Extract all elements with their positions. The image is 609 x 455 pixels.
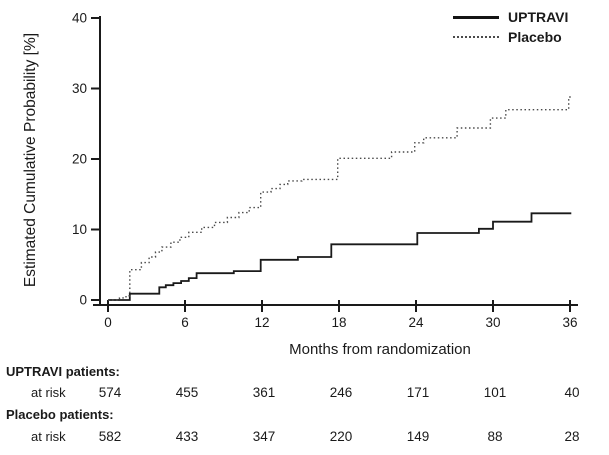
risk-row-label: at risk [31, 429, 66, 444]
x-tick-label: 12 [254, 315, 269, 330]
risk-row-label: at risk [31, 385, 66, 400]
risk-count: 101 [483, 385, 507, 400]
solid-line-swatch-icon [453, 15, 499, 19]
x-tick-label: 18 [331, 315, 346, 330]
risk-count: 246 [329, 385, 353, 400]
risk-count: 88 [487, 429, 503, 444]
y-tick-label: 40 [72, 11, 87, 26]
x-tick-label: 6 [181, 315, 189, 330]
dotted-line-swatch-icon [453, 36, 499, 38]
legend-label-placebo: Placebo [508, 29, 562, 45]
risk-count: 40 [564, 385, 580, 400]
risk-group-label: UPTRAVI patients: [6, 364, 120, 379]
y-tick-label: 0 [79, 293, 87, 308]
risk-count: 347 [252, 429, 276, 444]
series-placebo-curve [108, 96, 573, 301]
legend-item-uptravi: UPTRAVI [453, 7, 568, 27]
risk-count: 582 [98, 429, 122, 444]
x-tick-label: 24 [408, 315, 424, 330]
risk-count: 220 [329, 429, 353, 444]
legend: UPTRAVI Placebo [453, 7, 568, 47]
x-tick-label: 30 [485, 315, 500, 330]
risk-count: 574 [98, 385, 122, 400]
legend-item-placebo: Placebo [453, 27, 568, 47]
risk-count: 171 [406, 385, 430, 400]
risk-count: 361 [252, 385, 276, 400]
series-uptravi-curve [108, 212, 572, 301]
y-tick-label: 30 [72, 81, 87, 96]
risk-count: 149 [406, 429, 430, 444]
legend-label-uptravi: UPTRAVI [508, 9, 569, 25]
y-tick-label: 10 [72, 222, 87, 237]
risk-group-label: Placebo patients: [6, 407, 114, 422]
y-axis-label: Estimated Cumulative Probability [%] [22, 32, 39, 288]
y-tick-label: 20 [72, 152, 87, 167]
risk-count: 433 [175, 429, 199, 444]
risk-count: 455 [175, 385, 199, 400]
risk-count: 28 [564, 429, 580, 444]
x-tick-label: 36 [562, 315, 577, 330]
x-axis-label: Months from randomization [289, 341, 471, 358]
x-tick-label: 0 [104, 315, 112, 330]
